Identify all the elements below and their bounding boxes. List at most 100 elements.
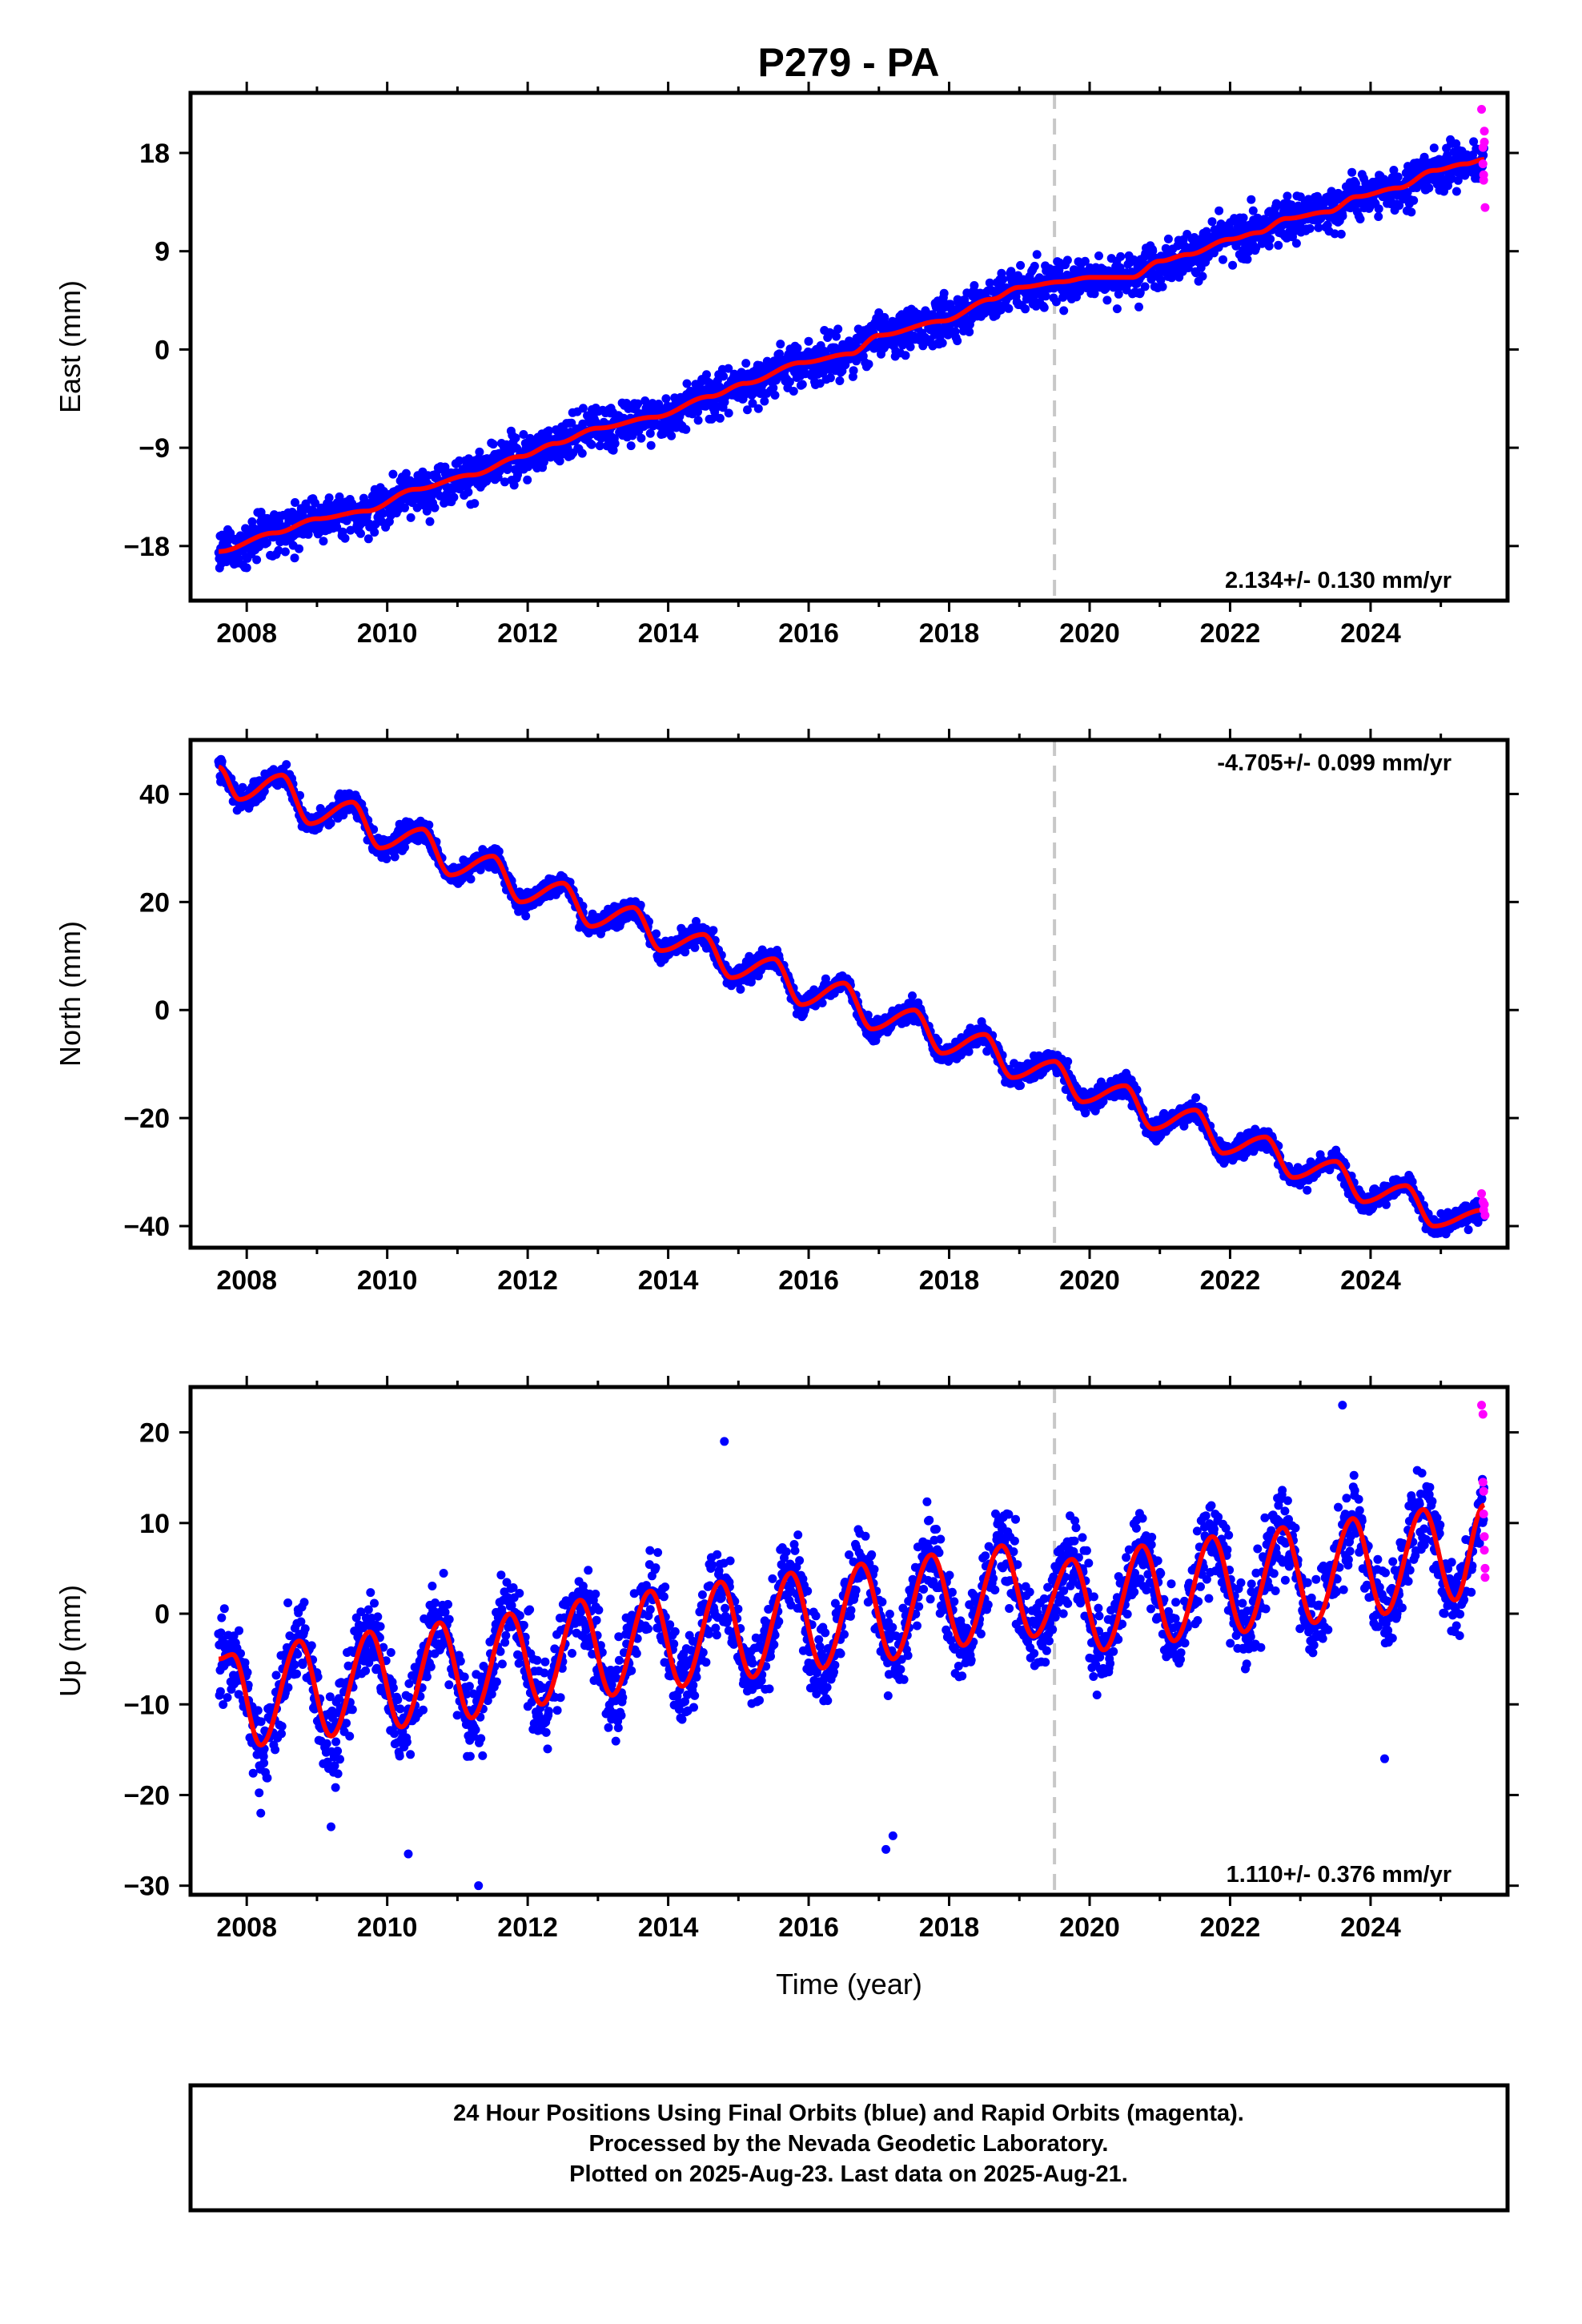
- plot-area-north: [214, 740, 1490, 1248]
- observation-point: [555, 456, 564, 466]
- observation-point: [252, 555, 262, 565]
- y-tick-label: 0: [155, 335, 170, 365]
- observation-point: [521, 911, 531, 921]
- observation-point: [340, 533, 350, 543]
- observation-point: [693, 416, 703, 425]
- observation-point: [578, 404, 588, 413]
- observation-point: [488, 440, 498, 449]
- observation-point: [234, 554, 243, 564]
- observation-point: [424, 820, 434, 830]
- observation-point: [918, 341, 928, 351]
- observation-point: [500, 477, 509, 487]
- observation-point: [709, 926, 718, 935]
- observation-point: [938, 338, 947, 348]
- observation-point: [1469, 137, 1479, 147]
- observation-point: [1191, 1093, 1201, 1103]
- observation-point: [1219, 255, 1227, 264]
- y-tick-label: −18: [123, 532, 170, 562]
- observation-point: [636, 433, 646, 443]
- observation-point: [511, 433, 520, 443]
- observation-point: [274, 545, 283, 555]
- observation-point: [1327, 187, 1336, 196]
- observation-point: [741, 359, 751, 368]
- observation-point: [466, 875, 476, 884]
- observation-point: [382, 854, 391, 863]
- observation-point: [608, 445, 618, 455]
- x-tick-label: 2022: [1200, 618, 1261, 649]
- panel-frame-east: [188, 90, 1510, 603]
- observation-point: [785, 377, 794, 387]
- observation-point: [324, 493, 334, 503]
- observation-point: [1247, 195, 1256, 204]
- panel-north: 2008 2010 2012 2014 2016 2018 2020 2022 2024−40−…: [54, 729, 1519, 1296]
- observation-point: [1032, 250, 1042, 259]
- observation-point: [1114, 289, 1123, 299]
- observation-point: [633, 399, 643, 408]
- observation-point: [346, 525, 355, 535]
- observation-point: [724, 408, 733, 418]
- observation-point: [1148, 246, 1158, 255]
- observation-point: [1264, 241, 1274, 251]
- observation-point: [430, 503, 440, 513]
- observation-point: [1305, 223, 1315, 233]
- x-tick-label: 2016: [778, 618, 839, 649]
- observation-point: [326, 818, 335, 828]
- observation-point: [652, 929, 661, 939]
- observation-point: [939, 288, 949, 298]
- observation-point: [1443, 151, 1452, 160]
- observation-point: [406, 513, 416, 522]
- panels-group: 2008 2010 2012 2014 2016 2018 2020 2022 2024−18−…: [54, 82, 1519, 2000]
- observation-point: [1129, 255, 1138, 264]
- observation-point: [1090, 289, 1099, 299]
- observation-point: [1021, 304, 1030, 314]
- observation-point: [1030, 261, 1039, 271]
- observation-point: [965, 328, 974, 336]
- observation-point: [1158, 282, 1167, 292]
- observation-point: [693, 407, 702, 416]
- observation-point: [845, 336, 854, 346]
- observation-point: [1338, 211, 1347, 221]
- rapid-orbit-points-east: [1477, 104, 1490, 212]
- observation-point: [970, 281, 979, 290]
- observation-point: [804, 336, 813, 346]
- observation-point: [610, 439, 620, 448]
- observation-point: [1347, 167, 1357, 177]
- observation-point: [425, 517, 435, 526]
- observation-point: [1041, 292, 1050, 301]
- observation-point: [1424, 183, 1434, 193]
- observation-point: [475, 447, 484, 456]
- figure-title: P279 - PA: [758, 40, 940, 85]
- rapid-orbit-point: [1478, 159, 1488, 169]
- x-tick-label: 2010: [357, 618, 418, 649]
- observation-point: [1330, 229, 1339, 239]
- observation-point: [298, 511, 307, 521]
- observation-point: [280, 547, 290, 557]
- observation-point: [455, 456, 464, 465]
- observation-point: [1102, 296, 1112, 305]
- observation-point: [835, 376, 845, 385]
- panel-east: 2008 2010 2012 2014 2016 2018 2020 2022 2024−18−…: [54, 82, 1519, 649]
- observation-point: [1156, 275, 1166, 285]
- observation-point: [440, 462, 450, 472]
- observation-point: [400, 842, 409, 852]
- observation-point: [1215, 206, 1224, 215]
- observation-point: [715, 413, 725, 423]
- observation-point: [523, 475, 532, 485]
- observation-point: [1314, 223, 1323, 232]
- observation-point: [1062, 255, 1072, 265]
- observation-point: [864, 360, 873, 369]
- observation-point: [217, 757, 227, 766]
- observation-point: [748, 399, 757, 408]
- observation-point: [363, 534, 373, 544]
- observation-point: [832, 332, 841, 341]
- observation-point: [370, 528, 379, 537]
- observation-point: [1274, 240, 1283, 250]
- observation-point: [1228, 260, 1238, 270]
- observation-point: [262, 538, 271, 548]
- plot-area-east: [214, 93, 1490, 601]
- observation-point: [858, 352, 868, 361]
- observation-point: [985, 278, 994, 287]
- rapid-orbit-point: [1477, 104, 1487, 114]
- observation-point: [1239, 213, 1248, 223]
